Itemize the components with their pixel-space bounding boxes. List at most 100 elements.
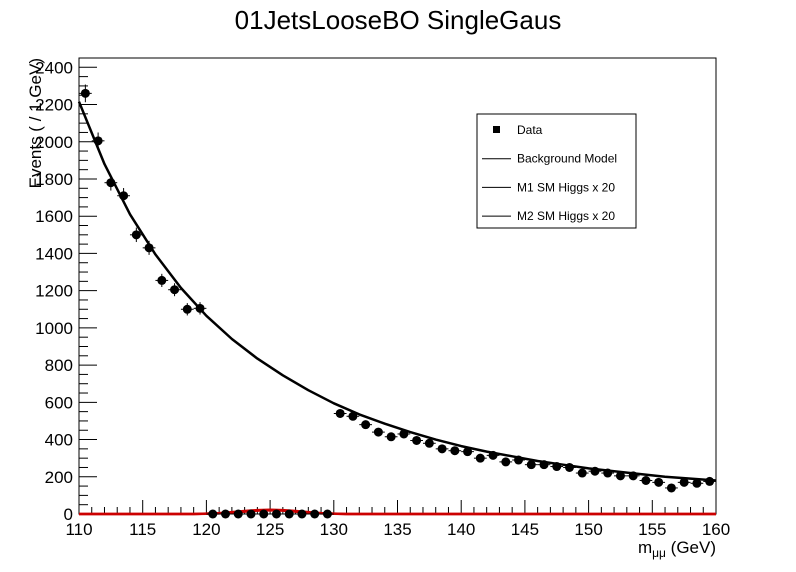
data-marker (463, 447, 473, 457)
legend-swatch-square (493, 126, 500, 133)
x-axis-label: mμμ (GeV) (638, 538, 716, 560)
data-point (652, 477, 666, 487)
y-tick-label: 2000 (35, 133, 73, 152)
data-point (79, 84, 92, 103)
y-tick-label: 400 (45, 431, 73, 450)
x-axis-label-main: m (638, 538, 652, 557)
data-marker (195, 303, 205, 313)
data-marker (488, 450, 498, 460)
data-marker (221, 509, 231, 519)
legend-item: M2 SM Higgs x 20 (482, 209, 615, 223)
y-tick-label: 2200 (35, 96, 73, 115)
data-marker (297, 509, 307, 519)
x-axis-label-subscript: μμ (652, 546, 666, 560)
data-point (639, 475, 653, 485)
data-marker (246, 509, 256, 519)
data-point (104, 174, 118, 191)
x-tick-label: 120 (192, 520, 220, 539)
data-point (563, 462, 576, 472)
data-marker (233, 509, 243, 519)
data-marker (539, 460, 549, 470)
data-point (308, 509, 322, 519)
y-tick-label: 1600 (35, 207, 73, 226)
data-marker (552, 462, 562, 472)
data-point (206, 509, 220, 519)
data-point (410, 435, 423, 445)
data-marker (603, 468, 613, 478)
data-marker (119, 191, 129, 201)
data-marker (157, 275, 167, 285)
legend-items: Data Background Model M1 SM Higgs x 20 M2 S… (482, 123, 617, 223)
y-tick-label: 1000 (35, 319, 73, 338)
data-marker (208, 509, 218, 519)
data-point (677, 477, 691, 487)
data-marker (475, 453, 485, 463)
data-marker (412, 435, 422, 445)
data-marker (577, 468, 587, 478)
data-point (270, 509, 283, 519)
data-marker (93, 136, 103, 146)
data-marker (106, 178, 116, 188)
y-axis-label: Events ( / 1 GeV) (26, 58, 45, 188)
data-marker (144, 243, 154, 253)
data-point (435, 444, 449, 454)
data-point (142, 240, 156, 255)
data-marker (666, 483, 676, 493)
data-point (168, 283, 181, 297)
data-point (703, 476, 716, 486)
data-point (575, 468, 589, 478)
data-point (295, 509, 309, 519)
data-marker (705, 476, 715, 486)
data-point (626, 471, 640, 481)
legend-label: Data (517, 123, 543, 137)
data-marker (348, 411, 358, 421)
x-tick-label: 135 (383, 520, 411, 539)
x-tick-label: 115 (129, 520, 156, 539)
data-point (537, 460, 551, 470)
data-point (346, 411, 360, 421)
data-point (155, 273, 169, 288)
data-point (91, 132, 105, 150)
x-tick-label: 145 (511, 520, 539, 539)
data-point (282, 509, 296, 519)
data-point (486, 450, 500, 460)
legend-box (476, 113, 637, 229)
data-point (117, 188, 130, 204)
data-marker (182, 304, 192, 314)
x-tick-label: 130 (320, 520, 348, 539)
x-axis-label-unit: (GeV) (666, 538, 716, 557)
data-point (219, 509, 232, 519)
y-tick-label: 0 (64, 505, 73, 524)
data-point (588, 466, 602, 476)
data-marker (450, 446, 460, 456)
data-marker (322, 509, 332, 519)
y-tick-label: 1200 (35, 282, 73, 301)
data-point (473, 453, 487, 463)
data-marker (437, 444, 447, 454)
data-marker (310, 509, 320, 519)
legend-label: M2 SM Higgs x 20 (517, 209, 615, 223)
data-point (359, 420, 373, 430)
data-point (372, 427, 385, 437)
data-marker (373, 427, 383, 437)
data-marker (628, 471, 638, 481)
data-marker (501, 457, 511, 467)
legend-item: Background Model (482, 152, 617, 166)
data-point (422, 438, 436, 448)
data-point (512, 455, 525, 465)
data-point (448, 446, 462, 456)
x-axis: 110 115 120 125 130 135 140 145 150 155 160 (65, 500, 730, 539)
data-point (333, 408, 347, 418)
data-marker (641, 475, 651, 485)
data-point (321, 509, 334, 519)
data-point (257, 509, 271, 519)
chart-title: 01JetsLooseBO SingleGaus (235, 5, 562, 35)
data-point (180, 303, 194, 316)
data-marker (654, 477, 664, 487)
data-marker (170, 285, 180, 295)
data-point (499, 457, 513, 467)
y-tick-label: 1800 (35, 170, 73, 189)
data-marker (615, 471, 625, 481)
data-marker (692, 478, 702, 488)
x-tick-label: 150 (574, 520, 602, 539)
